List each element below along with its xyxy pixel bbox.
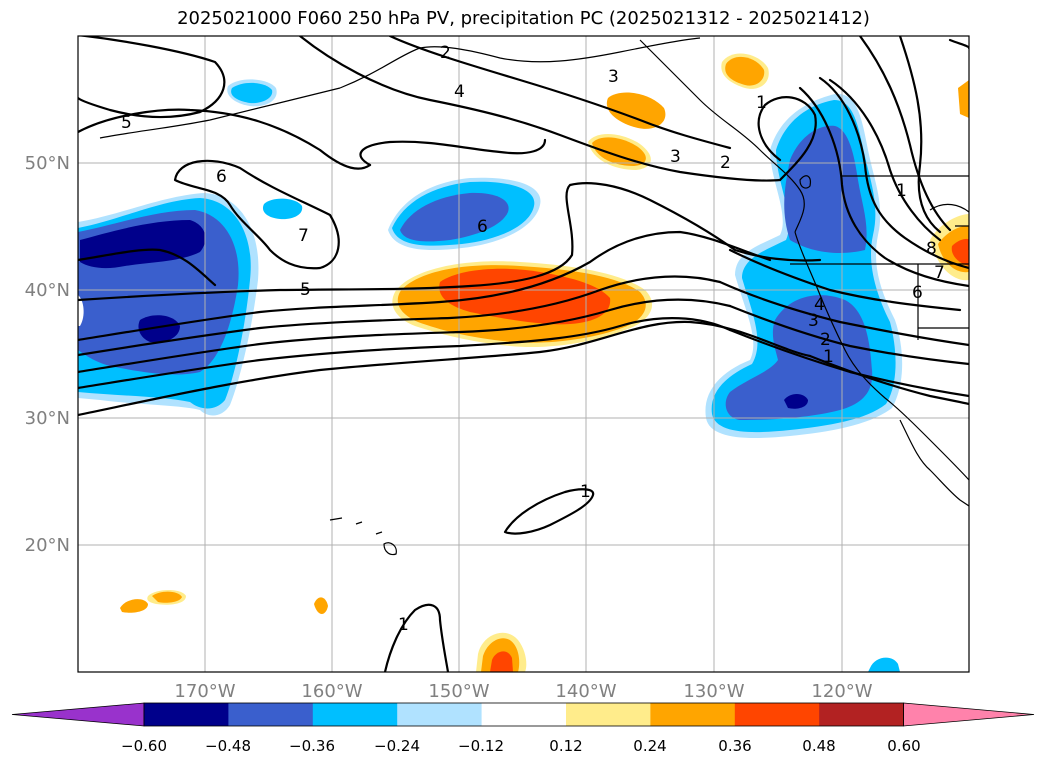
- colorbar-tick-label: 0.24: [633, 737, 666, 755]
- svg-text:6: 6: [912, 283, 923, 303]
- lon-label: 140°W: [555, 681, 616, 702]
- colorbar-swatch: [734, 703, 820, 726]
- lon-label: 150°W: [428, 681, 489, 702]
- colorbar-swatch: [566, 703, 651, 726]
- colorbar: −0.60 −0.48 −0.36 −0.24 −0.12 0.12 0.24 …: [11, 702, 1035, 755]
- colorbar-swatch: [397, 703, 483, 726]
- colorbar-swatches: [11, 702, 1035, 727]
- colorbar-tick-label: 0.12: [549, 737, 582, 755]
- svg-text:5: 5: [300, 280, 311, 300]
- svg-text:2: 2: [820, 330, 831, 350]
- colorbar-tick-label: −0.24: [374, 737, 420, 755]
- svg-text:8: 8: [926, 239, 937, 259]
- map-frame: [77, 35, 970, 673]
- svg-text:2: 2: [440, 43, 451, 63]
- colorbar-outline: [143, 702, 904, 727]
- lon-label: 160°W: [301, 681, 362, 702]
- map-title: 2025021000 F060 250 hPa PV, precipitatio…: [177, 8, 870, 29]
- svg-text:6: 6: [216, 167, 227, 187]
- longitude-labels: 170°W 160°W 150°W 140°W 130°W 120°W: [174, 681, 872, 702]
- colorbar-swatch: [481, 703, 567, 726]
- precip-negative-central: [388, 177, 541, 251]
- svg-text:1: 1: [580, 482, 591, 502]
- svg-text:4: 4: [454, 82, 465, 102]
- colorbar-tick-labels: −0.60 −0.48 −0.36 −0.24 −0.12 0.12 0.24 …: [121, 737, 921, 755]
- colorbar-swatch: [228, 703, 314, 726]
- colorbar-swatch: [144, 703, 229, 726]
- precip-negative-east: [705, 93, 903, 439]
- svg-text:6: 6: [477, 217, 488, 237]
- svg-text:1: 1: [896, 181, 907, 201]
- lat-label: 40°N: [25, 280, 70, 301]
- colorbar-tick-label: 0.48: [802, 737, 835, 755]
- colorbar-extend-high: [903, 702, 1035, 727]
- colorbar-swatch: [819, 703, 905, 726]
- svg-text:5: 5: [121, 113, 132, 133]
- svg-text:1: 1: [756, 93, 767, 113]
- colorbar-swatch: [650, 703, 736, 726]
- lat-label: 20°N: [25, 535, 70, 556]
- colorbar-tick-label: −0.36: [289, 737, 335, 755]
- colorbar-tick-label: 0.60: [887, 737, 920, 755]
- lon-label: 170°W: [174, 681, 235, 702]
- svg-text:2: 2: [720, 153, 731, 173]
- svg-text:7: 7: [934, 263, 945, 283]
- lon-label: 130°W: [683, 681, 744, 702]
- latitude-labels: 50°N 40°N 30°N 20°N: [25, 153, 70, 556]
- svg-text:1: 1: [823, 347, 834, 367]
- svg-text:3: 3: [608, 67, 619, 87]
- precip-negative-small: [227, 79, 900, 672]
- svg-text:7: 7: [298, 226, 309, 246]
- svg-text:4: 4: [814, 295, 825, 315]
- precip-positive-central: [392, 261, 653, 348]
- pv-contours: [78, 36, 969, 672]
- svg-text:3: 3: [808, 311, 819, 331]
- lat-label: 30°N: [25, 408, 70, 429]
- colorbar-tick-label: −0.12: [458, 737, 504, 755]
- colorbar-tick-label: −0.60: [121, 737, 167, 755]
- colorbar-tick-label: 0.36: [718, 737, 751, 755]
- colorbar-swatch: [312, 703, 398, 726]
- lon-label: 120°W: [811, 681, 872, 702]
- pv-contour-labels: 2 3 4 5 6 7 1 3 2 1 6 4 3 2 1 6 8 7 5 1 …: [121, 43, 945, 635]
- svg-text:1: 1: [398, 615, 409, 635]
- precip-negative-west: [78, 193, 259, 416]
- colorbar-tick-label: −0.48: [205, 737, 251, 755]
- colorbar-extend-low: [11, 702, 145, 727]
- precip-positive-small: [120, 53, 969, 672]
- lat-label: 50°N: [25, 153, 70, 174]
- svg-text:3: 3: [670, 147, 681, 167]
